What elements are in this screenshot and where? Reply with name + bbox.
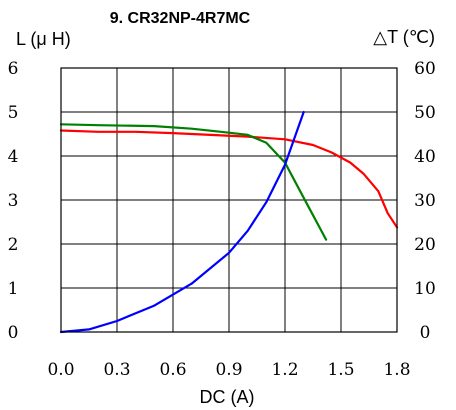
y-right-tick-label: 40	[414, 147, 436, 167]
y-right-tick-label: 0	[420, 323, 431, 343]
series	[59, 110, 399, 334]
series-line-1	[59, 129, 399, 229]
x-tick-label: 0.0	[47, 360, 74, 380]
grid	[61, 68, 397, 332]
tick-labels: 0.0 0.3 0.6 0.9 1.2 1.5 1.80123456010203040506…	[8, 59, 436, 380]
y-left-tick-label: 4	[8, 147, 19, 167]
right-axis-title: △T (℃)	[373, 27, 435, 47]
left-axis-title: L (μ H)	[16, 29, 71, 49]
x-tick-label: 0.9	[215, 360, 242, 380]
y-right-tick-label: 10	[414, 279, 436, 299]
x-tick-label: 1.2	[271, 360, 298, 380]
x-tick-label: 1.8	[383, 360, 410, 380]
series-line-3	[59, 110, 305, 334]
series-line-2	[59, 123, 328, 241]
y-left-tick-label: 2	[8, 235, 19, 255]
y-left-tick-label: 1	[8, 279, 19, 299]
y-right-tick-label: 50	[414, 103, 436, 123]
y-right-tick-label: 20	[414, 235, 436, 255]
x-axis-title: DC (A)	[200, 387, 255, 407]
y-left-tick-label: 5	[8, 103, 19, 123]
x-tick-label: 0.3	[103, 360, 130, 380]
x-tick-label: 0.6	[159, 360, 186, 380]
y-left-tick-label: 6	[8, 59, 19, 79]
y-right-tick-label: 30	[414, 191, 436, 211]
x-tick-label: 1.5	[327, 360, 354, 380]
y-left-tick-label: 3	[8, 191, 19, 211]
y-left-tick-label: 0	[8, 323, 19, 343]
chart-title: 9. CR32NP-4R7MC	[110, 10, 251, 27]
y-right-tick-label: 60	[414, 59, 436, 79]
plot-frame	[60, 67, 398, 333]
